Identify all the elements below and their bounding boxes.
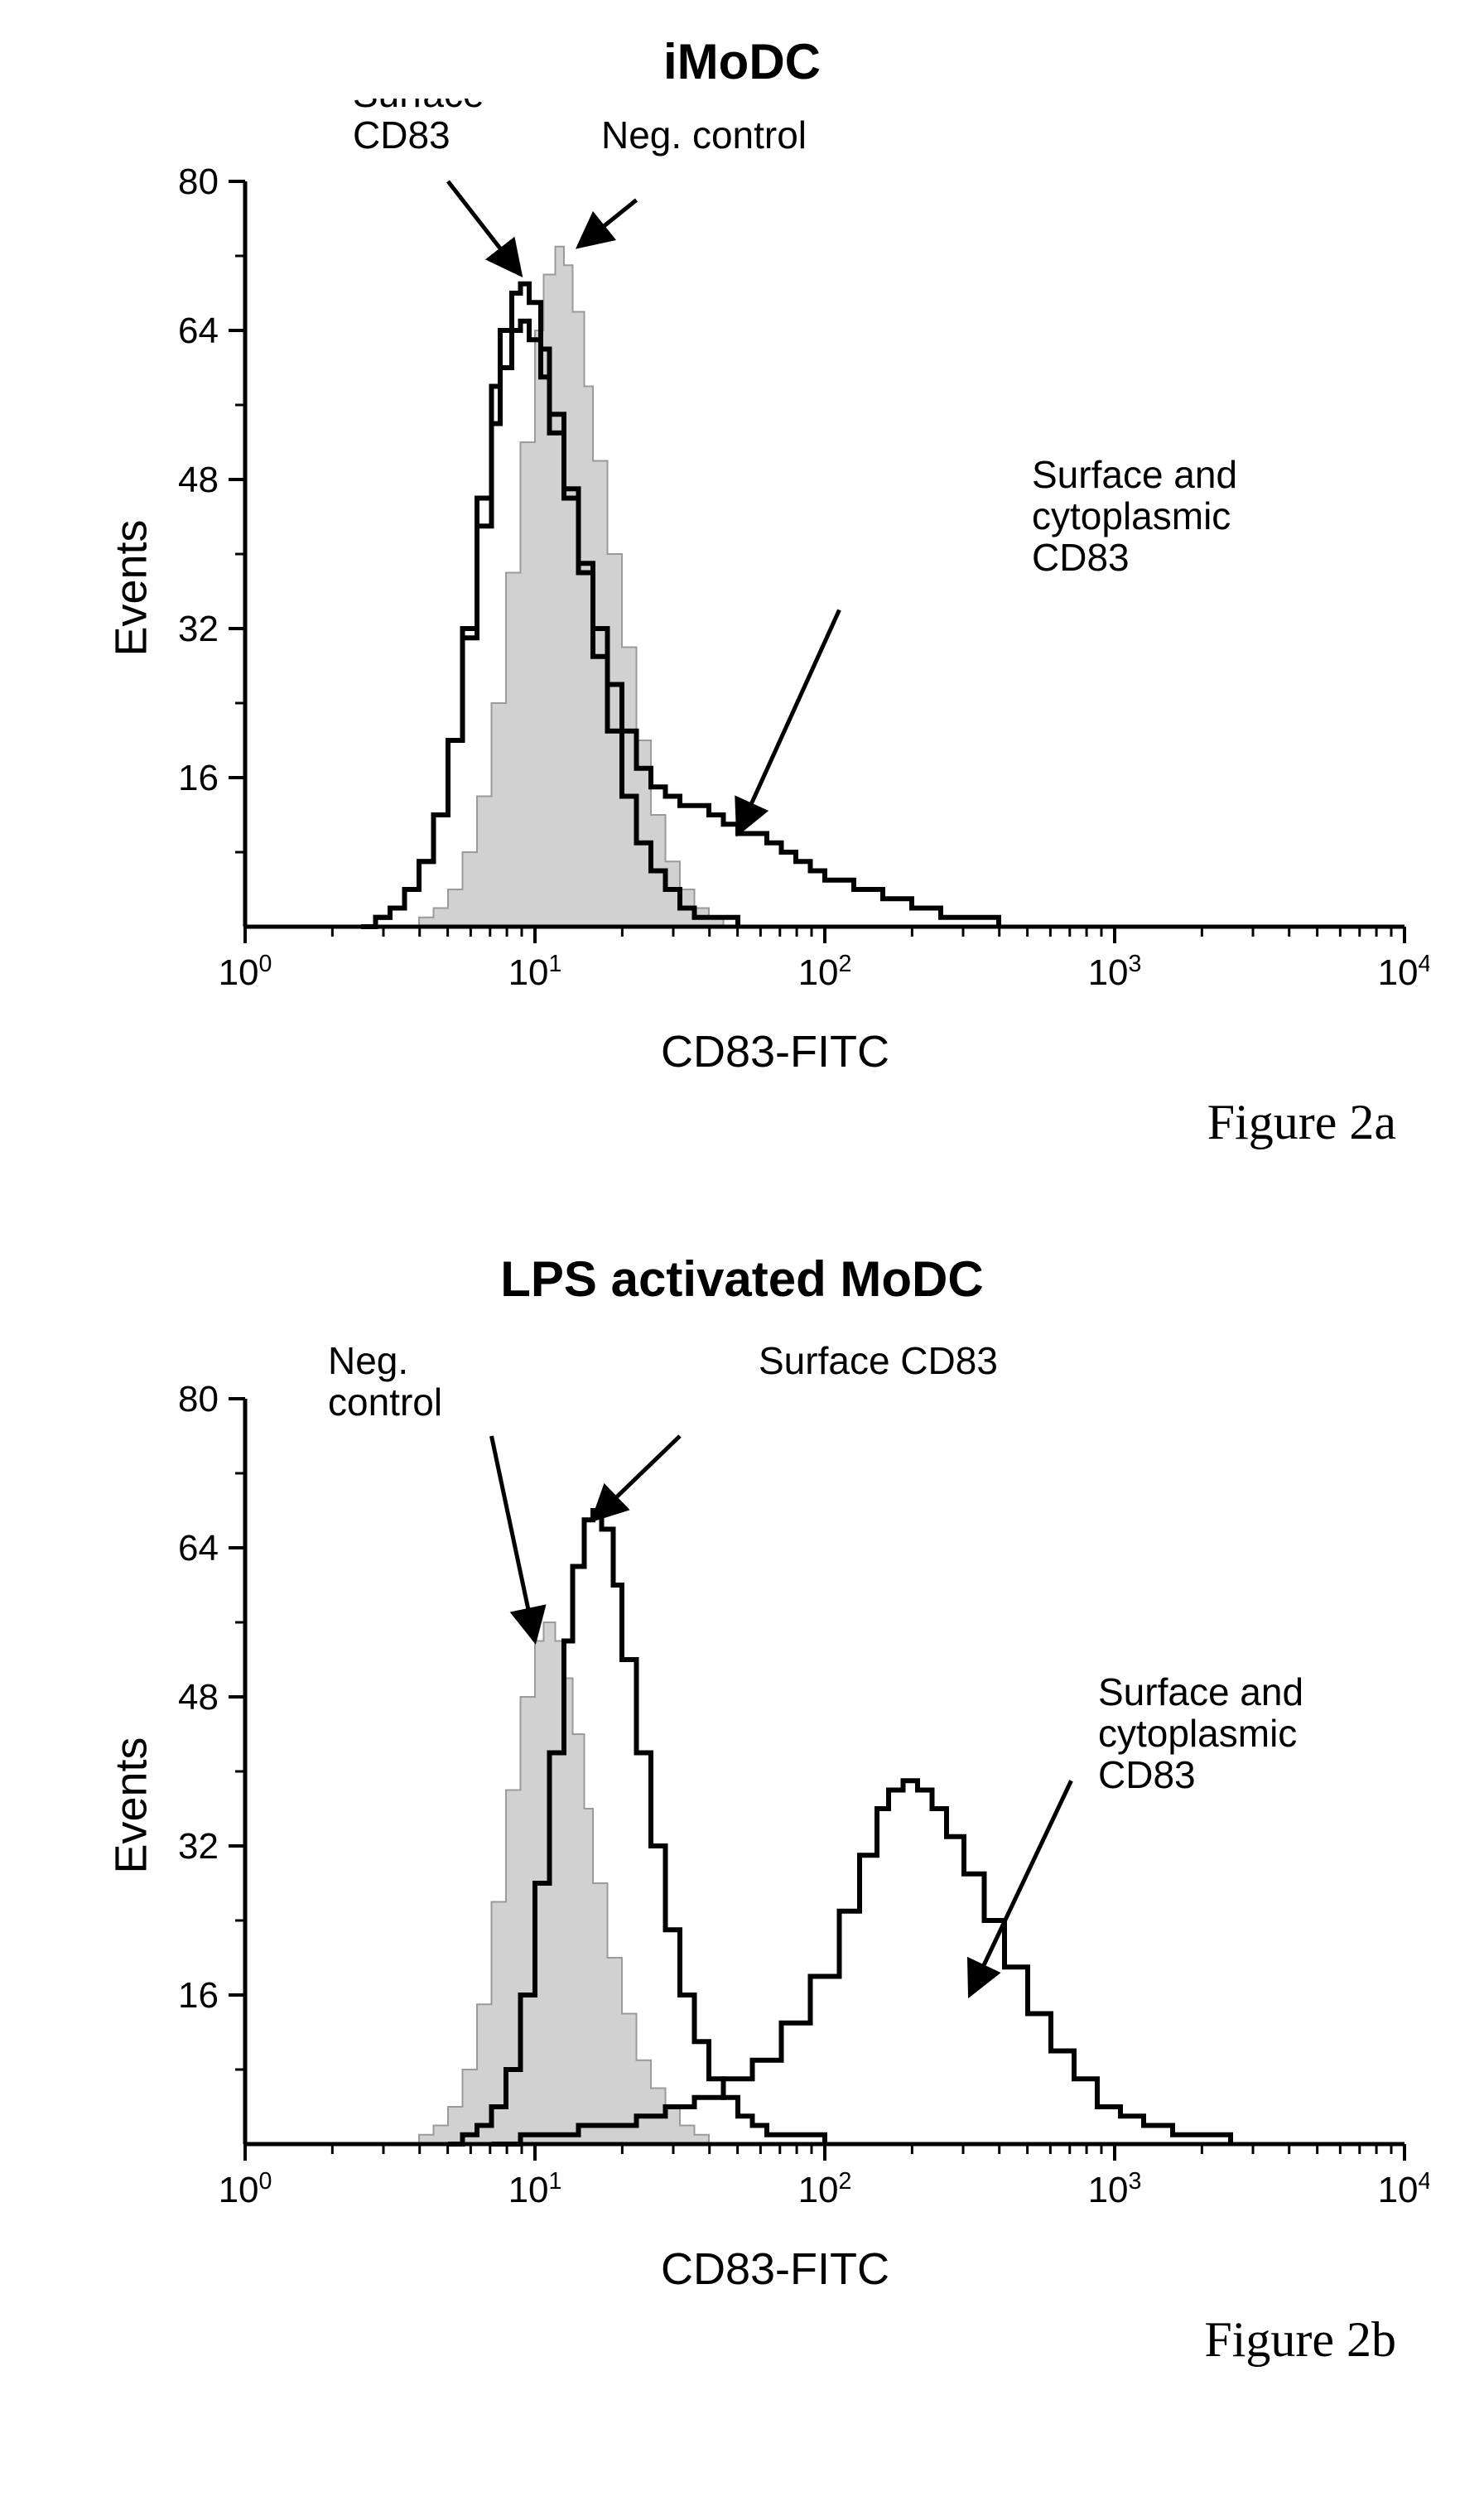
panel-a-plot-wrap: Events 1632486480100101102103104SurfaceC…	[154, 99, 1396, 1077]
ytick-label: 16	[178, 758, 219, 798]
ytick-label: 80	[178, 161, 219, 202]
ytick-label: 80	[178, 1379, 219, 1419]
annotation-arrow	[448, 181, 521, 275]
panel-b-ylabel: Events	[106, 1737, 157, 1873]
panel-b-xlabel: CD83-FITC	[154, 2243, 1396, 2295]
annotation-label: Neg. control	[601, 113, 807, 157]
series-neg-control	[405, 247, 724, 927]
ytick-label: 16	[178, 1975, 219, 2016]
xtick-label: 101	[508, 2168, 562, 2210]
xtick-label: 102	[798, 951, 852, 993]
ytick-label: 48	[178, 460, 219, 500]
annotation-arrow	[593, 1436, 680, 1520]
annotation-label: Neg.control	[328, 1339, 442, 1424]
panel-a-title: iMoDC	[38, 33, 1446, 90]
panel-b-svg: 16 32 48 64 80 100 101 102 103 104 Neg.control Surf…	[154, 1316, 1429, 2235]
ytick-label: 32	[178, 609, 219, 649]
ytick-label: 64	[178, 311, 219, 351]
panel-a-ylabel: Events	[106, 519, 157, 656]
figure-container: iMoDC Events 16 32 48 64 80 100 101 102 103 104 Su…	[38, 33, 1446, 2368]
xtick-label: 101	[508, 951, 562, 993]
annotation-arrow	[492, 1436, 536, 1641]
xtick-label: 104	[1378, 951, 1429, 993]
xtick-label: 102	[798, 2168, 852, 2210]
annotation-arrow	[579, 200, 637, 247]
xtick-label: 103	[1088, 2168, 1142, 2210]
annotation-arrow	[738, 610, 840, 834]
panel-b: LPS activated MoDC Events 16324864801001…	[38, 1250, 1446, 2368]
xtick-label: 104	[1378, 2168, 1429, 2210]
series-surface-cytoplasmic-cd83	[361, 321, 999, 927]
panel-b-plot-wrap: Events 1632486480100101102103104Neg.cont…	[154, 1316, 1396, 2295]
xtick-label: 103	[1088, 951, 1142, 993]
annotation-label: Surface CD83	[759, 1339, 998, 1382]
panel-a: iMoDC Events 16 32 48 64 80 100 101 102 103 104 Su…	[38, 33, 1446, 1151]
annotation-label: SurfaceCD83	[353, 99, 484, 157]
panel-a-caption: Figure 2a	[38, 1094, 1446, 1151]
annotation-label: Surface andcytoplasmicCD83	[1032, 453, 1237, 579]
xtick-label: 100	[219, 2168, 272, 2210]
ytick-label: 32	[178, 1826, 219, 1867]
panel-b-title: LPS activated MoDC	[38, 1250, 1446, 1308]
panel-b-caption: Figure 2b	[38, 2311, 1446, 2368]
panel-a-xlabel: CD83-FITC	[154, 1026, 1396, 1077]
panel-a-svg: 16 32 48 64 80 100 101 102 103 104 SurfaceCD83 Neg.…	[154, 99, 1429, 1018]
annotation-label: Surface andcytoplasmicCD83	[1098, 1670, 1303, 1796]
xtick-label: 100	[219, 951, 272, 993]
ytick-label: 48	[178, 1677, 219, 1718]
ytick-label: 64	[178, 1528, 219, 1569]
